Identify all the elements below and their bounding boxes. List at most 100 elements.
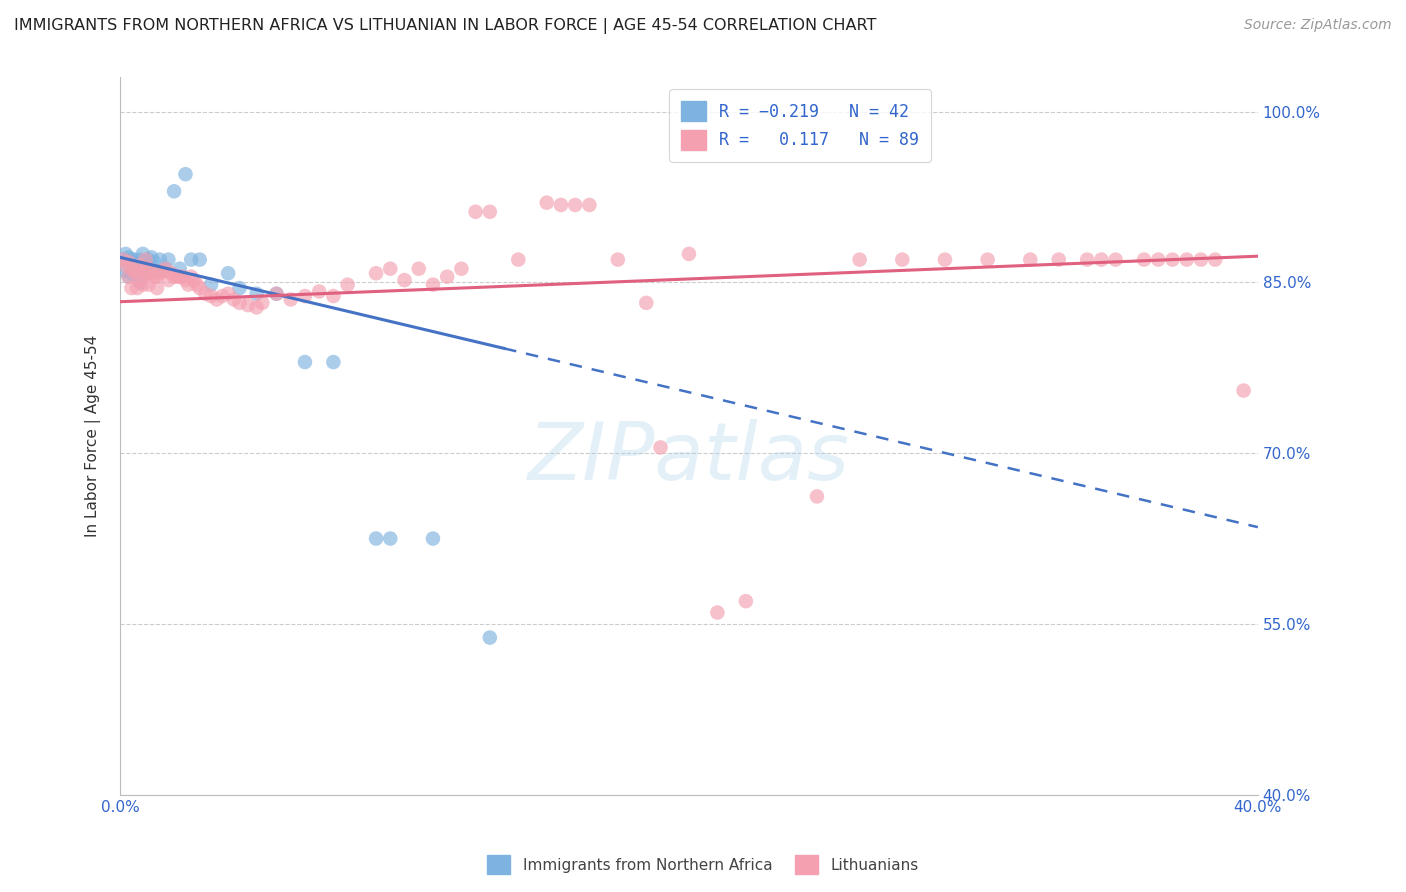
Point — [228, 296, 250, 310]
Point — [129, 276, 152, 290]
Point — [211, 289, 233, 303]
Point — [129, 252, 152, 267]
Point — [180, 252, 202, 267]
Point — [127, 281, 149, 295]
Point — [1090, 252, 1112, 267]
Point — [143, 269, 166, 284]
Point — [132, 247, 155, 261]
Point — [450, 261, 472, 276]
Point — [122, 261, 145, 276]
Point — [157, 252, 180, 267]
Point — [478, 204, 501, 219]
Point — [236, 298, 259, 312]
Point — [436, 269, 458, 284]
Point — [1161, 252, 1184, 267]
Point — [172, 269, 194, 284]
Point — [422, 277, 444, 292]
Point — [117, 269, 139, 284]
Point — [280, 293, 302, 307]
Point — [122, 252, 145, 267]
Point — [132, 261, 155, 276]
Text: ZIPatlas: ZIPatlas — [527, 418, 851, 497]
Point — [606, 252, 628, 267]
Point — [117, 250, 139, 264]
Point — [636, 296, 658, 310]
Point — [135, 266, 157, 280]
Point — [1076, 252, 1098, 267]
Point — [132, 261, 155, 276]
Point — [132, 277, 155, 292]
Point — [120, 252, 142, 267]
Point — [114, 258, 136, 272]
Point — [155, 261, 177, 276]
Point — [245, 301, 267, 315]
Point — [478, 631, 501, 645]
Point — [174, 167, 197, 181]
Point — [508, 252, 530, 267]
Point — [135, 252, 157, 267]
Point — [364, 266, 387, 280]
Point — [141, 250, 163, 264]
Point — [228, 281, 250, 295]
Point — [464, 204, 486, 219]
Point — [1204, 252, 1226, 267]
Point — [336, 277, 359, 292]
Y-axis label: In Labor Force | Age 45-54: In Labor Force | Age 45-54 — [86, 334, 101, 537]
Point — [734, 594, 756, 608]
Point — [891, 252, 914, 267]
Point — [222, 293, 245, 307]
Point — [200, 289, 222, 303]
Text: IMMIGRANTS FROM NORTHERN AFRICA VS LITHUANIAN IN LABOR FORCE | AGE 45-54 CORRELA: IMMIGRANTS FROM NORTHERN AFRICA VS LITHU… — [14, 18, 876, 34]
Point — [1047, 252, 1070, 267]
Point — [146, 264, 169, 278]
Point — [806, 490, 828, 504]
Point — [129, 258, 152, 272]
Point — [141, 266, 163, 280]
Point — [245, 286, 267, 301]
Point — [174, 273, 197, 287]
Point — [650, 441, 672, 455]
Point — [122, 264, 145, 278]
Point — [217, 266, 239, 280]
Point — [127, 268, 149, 282]
Point — [114, 264, 136, 278]
Point — [169, 269, 191, 284]
Point — [188, 252, 211, 267]
Point — [408, 261, 430, 276]
Point — [120, 281, 142, 295]
Point — [114, 247, 136, 261]
Point — [1019, 252, 1042, 267]
Point — [308, 285, 330, 299]
Point — [1189, 252, 1212, 267]
Point — [380, 532, 402, 546]
Point — [394, 273, 416, 287]
Point — [138, 252, 160, 267]
Point — [166, 269, 188, 284]
Point — [200, 277, 222, 292]
Point — [135, 261, 157, 276]
Point — [160, 266, 183, 280]
Point — [111, 252, 134, 267]
Point — [186, 277, 208, 292]
Point — [706, 606, 728, 620]
Point — [127, 255, 149, 269]
Point — [138, 277, 160, 292]
Point — [127, 266, 149, 280]
Text: Source: ZipAtlas.com: Source: ZipAtlas.com — [1244, 18, 1392, 32]
Legend: R = −0.219   N = 42, R =   0.117   N = 89: R = −0.219 N = 42, R = 0.117 N = 89 — [669, 89, 931, 161]
Point — [1147, 252, 1170, 267]
Point — [117, 269, 139, 284]
Point — [163, 184, 186, 198]
Point — [111, 252, 134, 267]
Point — [183, 273, 205, 287]
Point — [180, 269, 202, 284]
Point — [848, 252, 870, 267]
Point — [129, 273, 152, 287]
Point — [146, 281, 169, 295]
Point — [120, 266, 142, 280]
Point — [217, 286, 239, 301]
Point — [1104, 252, 1126, 267]
Point — [934, 252, 956, 267]
Point — [294, 289, 316, 303]
Point — [169, 261, 191, 276]
